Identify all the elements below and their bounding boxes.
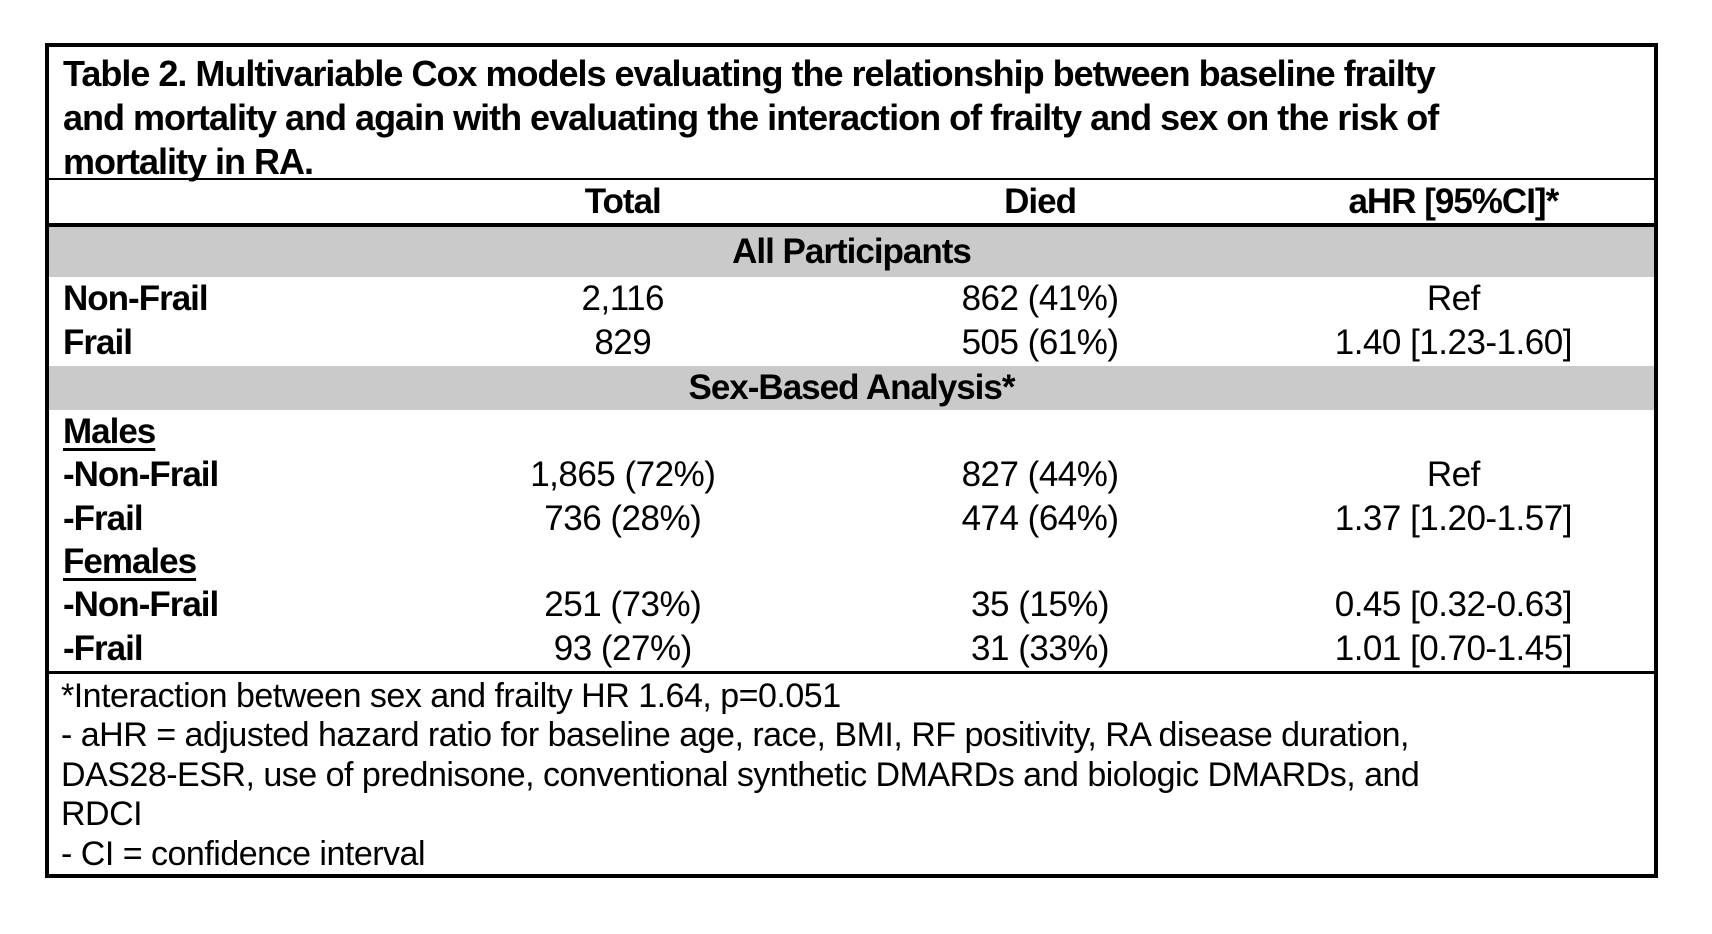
cell-died: 505 (61%) bbox=[961, 323, 1119, 363]
footnote-ci: - CI = confidence interval bbox=[61, 834, 426, 873]
cell-total: 2,116 bbox=[581, 278, 665, 318]
row-label: -Frail bbox=[63, 628, 144, 668]
cell-ahr: Ref bbox=[1426, 278, 1480, 318]
table-row-males-nonfrail: -Non-Frail 1,865 (72%) 827 (44%) Ref bbox=[49, 453, 1654, 496]
cell-ahr: Ref bbox=[1426, 455, 1480, 495]
cell-ahr: 0.45 [0.32-0.63] bbox=[1334, 585, 1573, 625]
section-band-sex-based: Sex-Based Analysis* bbox=[49, 365, 1654, 410]
table-title-line-1: Table 2. Multivariable Cox models evalua… bbox=[63, 53, 1436, 94]
footnote-ahr-line-1: - aHR = adjusted hazard ratio for baseli… bbox=[61, 716, 1410, 755]
table-title-line-2: and mortality and again with evaluating … bbox=[63, 97, 1439, 138]
cell-died: 474 (64%) bbox=[961, 498, 1119, 538]
row-label: Non-Frail bbox=[63, 278, 209, 318]
footnote-interaction: *Interaction between sex and frailty HR … bbox=[61, 676, 841, 715]
cell-died: 862 (41%) bbox=[961, 278, 1119, 318]
row-label: -Non-Frail bbox=[63, 455, 219, 495]
cell-total: 829 bbox=[594, 323, 652, 363]
cell-ahr: 1.01 [0.70-1.45] bbox=[1334, 628, 1573, 668]
table-2: Table 2. Multivariable Cox models evalua… bbox=[45, 43, 1658, 878]
row-label: Frail bbox=[63, 323, 133, 363]
cell-died: 31 (33%) bbox=[971, 628, 1110, 668]
table-title-line-3: mortality in RA. bbox=[63, 141, 314, 182]
row-label: Females bbox=[63, 541, 197, 581]
column-header-ahr: aHR [95%CI]* bbox=[1348, 181, 1559, 221]
row-label: Males bbox=[63, 411, 156, 451]
table-row-frail: Frail 829 505 (61%) 1.40 [1.23-1.60] bbox=[49, 321, 1654, 365]
footnote-ahr-line-2: DAS28-ESR, use of prednisone, convention… bbox=[61, 755, 1420, 794]
table-row-females-nonfrail: -Non-Frail 251 (73%) 35 (15%) 0.45 [0.32… bbox=[49, 584, 1654, 627]
table-row-nonfrail: Non-Frail 2,116 862 (41%) Ref bbox=[49, 277, 1654, 321]
footnote-ahr-line-3: RDCI bbox=[61, 795, 143, 834]
section-band-all-participants: All Participants bbox=[49, 227, 1654, 277]
table-footnotes: *Interaction between sex and frailty HR … bbox=[49, 670, 1654, 875]
column-header-total: Total bbox=[584, 181, 662, 221]
table-row-females-frail: -Frail 93 (27%) 31 (33%) 1.01 [0.70-1.45… bbox=[49, 627, 1654, 670]
cell-total: 736 (28%) bbox=[544, 498, 702, 538]
table-row-males-group: Males bbox=[49, 410, 1654, 453]
cell-died: 827 (44%) bbox=[961, 455, 1119, 495]
cell-ahr: 1.40 [1.23-1.60] bbox=[1334, 323, 1573, 363]
table-title: Table 2. Multivariable Cox models evalua… bbox=[49, 47, 1654, 182]
column-header-died: Died bbox=[1004, 181, 1077, 221]
row-label: -Non-Frail bbox=[63, 585, 219, 625]
cell-ahr: 1.37 [1.20-1.57] bbox=[1334, 498, 1573, 538]
cell-total: 1,865 (72%) bbox=[530, 455, 716, 495]
row-label: -Frail bbox=[63, 498, 144, 538]
column-header-row: Total Died aHR [95%CI]* bbox=[49, 180, 1654, 228]
table-row-males-frail: -Frail 736 (28%) 474 (64%) 1.37 [1.20-1.… bbox=[49, 497, 1654, 540]
cell-total: 251 (73%) bbox=[544, 585, 702, 625]
cell-died: 35 (15%) bbox=[971, 585, 1110, 625]
cell-total: 93 (27%) bbox=[553, 628, 693, 668]
table-row-females-group: Females bbox=[49, 540, 1654, 583]
